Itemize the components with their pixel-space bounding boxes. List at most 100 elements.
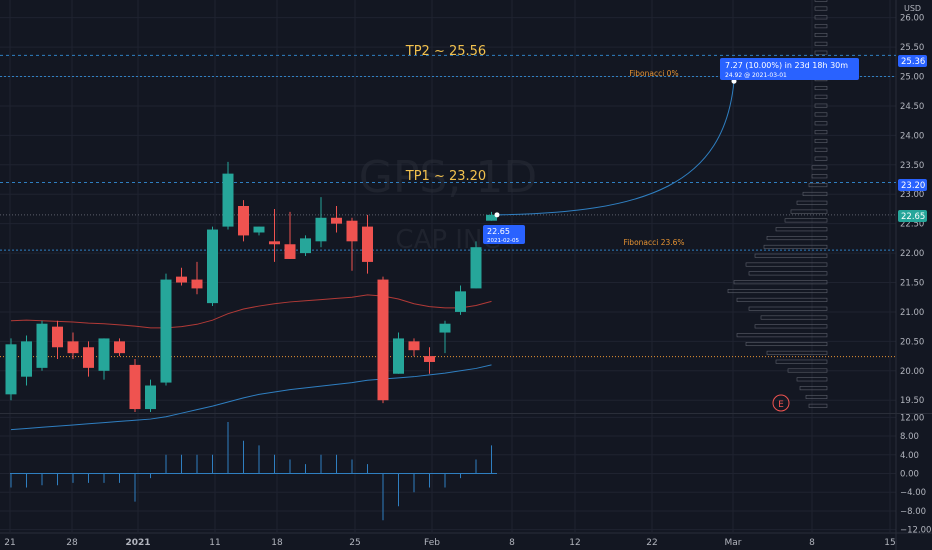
time-axis-tick: 22 (646, 538, 657, 548)
candle-body (439, 323, 451, 333)
time-axis-tick: 15 (884, 538, 895, 548)
volume-profile-row (775, 227, 828, 232)
time-axis-tick: 21 (4, 538, 15, 548)
candle-body (222, 173, 234, 227)
time-axis-tick: 28 (66, 538, 78, 548)
candle-body (315, 217, 327, 242)
candle[interactable] (331, 206, 342, 233)
volume-profile-row (766, 350, 828, 355)
currency-label: USD (904, 4, 921, 13)
volume-profile (727, 0, 828, 408)
candle[interactable] (486, 211, 497, 221)
candle-body (21, 341, 32, 377)
volume-profile-row (814, 33, 828, 38)
oscillator-axis-tick: −8.00 (900, 507, 926, 517)
candle[interactable] (408, 338, 420, 357)
volume-profile-row (745, 342, 828, 347)
time-axis-tick: Feb (424, 538, 440, 548)
price-axis-tick: 23.00 (900, 190, 924, 200)
candle[interactable] (315, 197, 327, 248)
volume-profile-row (814, 138, 828, 143)
earnings-marker[interactable] (772, 394, 790, 412)
candle-body (67, 341, 79, 354)
volume-profile-row (760, 315, 828, 320)
volume-profile-row (736, 297, 828, 302)
candle-body (346, 220, 358, 242)
candle[interactable] (300, 235, 311, 257)
candle[interactable] (455, 285, 466, 315)
volume-profile-row (805, 394, 828, 399)
projection-start-point[interactable] (494, 212, 500, 218)
volume-profile-row (811, 165, 828, 170)
candle-body (207, 229, 218, 304)
candle[interactable] (346, 217, 358, 271)
candle-body (253, 226, 265, 233)
candle[interactable] (377, 276, 389, 404)
price-axis-tick: 25.00 (900, 73, 924, 83)
candle[interactable] (439, 320, 451, 354)
candlestick-series[interactable] (5, 161, 498, 412)
volume-profile-row (784, 218, 828, 223)
tp1-price-badge (898, 179, 927, 191)
candle[interactable] (52, 320, 63, 360)
candle[interactable] (160, 273, 172, 386)
candle[interactable] (114, 338, 125, 357)
volume-profile-row (799, 386, 828, 391)
price-axis-tick: 20.50 (900, 337, 924, 347)
volume-profile-row (814, 24, 828, 29)
candle[interactable] (238, 200, 249, 242)
volume-profile-row (766, 236, 828, 241)
candle[interactable] (5, 338, 17, 401)
candle-body (52, 326, 63, 348)
candle-body (36, 323, 48, 368)
volume-profile-row (736, 333, 828, 338)
projection-sub-text: 24.92 @ 2021-03-01 (725, 72, 787, 79)
candle[interactable] (393, 332, 404, 374)
candle[interactable] (362, 214, 373, 274)
volume-profile-row (754, 324, 828, 329)
axes: 26.00 25.50 25.00 24.50 24.00 23.50 23.00 22.50… (4, 14, 931, 548)
volume-profile-row (790, 209, 828, 214)
candle[interactable] (253, 226, 265, 236)
time-axis-tick: 2021 (125, 538, 150, 548)
candle[interactable] (98, 338, 110, 380)
price-axis-tick: 21.50 (900, 279, 924, 289)
candle[interactable] (207, 226, 218, 307)
candle[interactable] (284, 211, 296, 259)
candle[interactable] (269, 208, 280, 262)
candle-body (300, 238, 311, 254)
candle[interactable] (424, 347, 435, 374)
candle[interactable] (36, 320, 48, 371)
oscillator-axis-tick: 0.00 (900, 470, 919, 480)
candle[interactable] (83, 341, 94, 377)
start-date-text: 2021-02-05 (487, 238, 519, 244)
candle-body (83, 347, 94, 368)
tp2-label: TP2 ~ 25.56 (405, 44, 486, 59)
candle[interactable] (129, 359, 141, 412)
candle-body (408, 341, 420, 351)
volume-profile-row (763, 244, 828, 249)
candle[interactable] (470, 241, 482, 289)
candle[interactable] (222, 161, 234, 230)
fibonacci-23-6-label: Fibonacci 23.6% (623, 238, 684, 247)
price-axis-tick: 25.50 (900, 43, 924, 53)
volume-profile-row (796, 377, 828, 382)
projection-main-text: 7.27 (10.00%) in 23d 18h 30m (725, 61, 848, 70)
candle[interactable] (145, 379, 156, 412)
oscillator-pane (10, 422, 497, 521)
candle-body (5, 344, 17, 395)
volume-profile-row (814, 130, 828, 135)
time-axis-tick: 8 (809, 538, 815, 548)
start-price-text: 22.65 (487, 227, 510, 236)
horizontal-levels (0, 54, 896, 358)
volume-profile-row (748, 271, 828, 276)
moving-average-slow (10, 364, 492, 431)
candle[interactable] (21, 335, 32, 386)
price-axis-tick: 19.50 (900, 396, 924, 406)
candle-body (377, 279, 389, 401)
candle[interactable] (191, 261, 203, 295)
tp1-label: TP1 ~ 23.20 (405, 169, 486, 184)
candle[interactable] (176, 267, 187, 286)
candle[interactable] (67, 332, 79, 360)
